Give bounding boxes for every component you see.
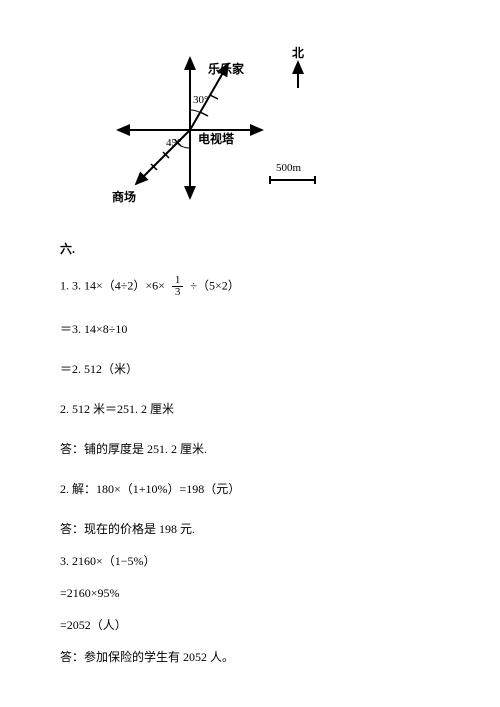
q1-fraction: 1 3 bbox=[172, 275, 184, 298]
label-scale: 500m bbox=[276, 162, 301, 174]
label-north: 北 bbox=[292, 44, 304, 61]
q1-frac-den: 3 bbox=[172, 287, 184, 298]
q2-expression: 2. 解：180×（1+10%）=198（元） bbox=[60, 480, 440, 498]
label-angle30: 30° bbox=[193, 94, 208, 106]
section-heading: 六. bbox=[60, 240, 440, 257]
q3-step2: =2052（人） bbox=[60, 616, 440, 634]
q1-expr-prefix: 1. 3. 14×（4÷2）×6× bbox=[60, 278, 165, 292]
q1-convert: 2. 512 米＝251. 2 厘米 bbox=[60, 400, 440, 418]
q3-expression: 3. 2160×（1−5%） bbox=[60, 552, 440, 570]
q3-answer: 答：参加保险的学生有 2052 人。 bbox=[60, 648, 440, 666]
label-mall: 商场 bbox=[112, 188, 136, 205]
q2-answer: 答：现在的价格是 198 元. bbox=[60, 520, 440, 538]
q1-answer: 答：铺的厚度是 251. 2 厘米. bbox=[60, 440, 440, 458]
label-lele: 乐乐家 bbox=[208, 60, 244, 77]
q1-step2: ＝2. 512（米） bbox=[60, 360, 440, 378]
q1-expr-suffix: ÷（5×2） bbox=[190, 278, 239, 292]
label-tower: 电视塔 bbox=[198, 130, 234, 147]
q3-step1: =2160×95% bbox=[60, 584, 440, 602]
label-angle45: 45° bbox=[166, 137, 181, 149]
compass-diagram: 乐乐家 北 30° 电视塔 45° 商场 500m bbox=[90, 40, 350, 210]
q1-expression: 1. 3. 14×（4÷2）×6× 1 3 ÷（5×2） bbox=[60, 275, 440, 298]
q1-step1: ＝3. 14×8÷10 bbox=[60, 320, 440, 338]
